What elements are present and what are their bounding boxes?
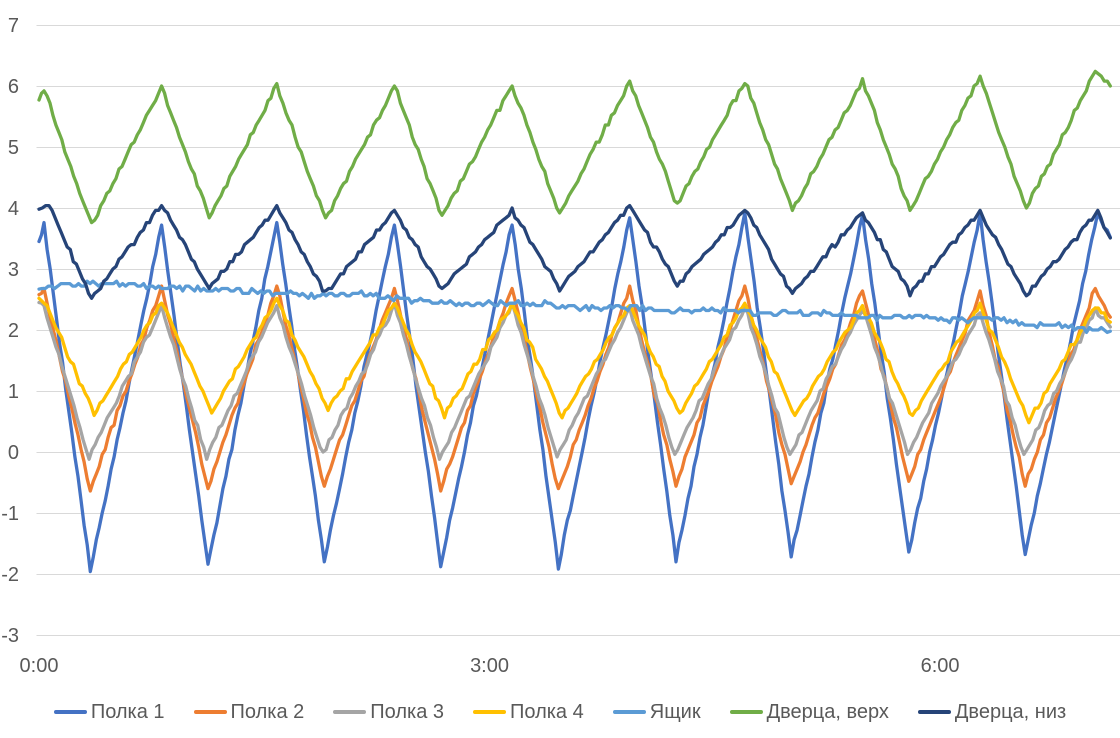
series-line-7[interactable]: [37, 203, 1112, 300]
legend-label: Дверца, низ: [954, 701, 1067, 723]
legend: Полка 1 Полка 2 Полка 3 Полка 4 Ящик Дверца, …: [0, 698, 1120, 726]
series-line-4[interactable]: [37, 296, 1112, 425]
legend-item-1[interactable]: Полка 1: [53, 701, 165, 723]
x-tick-label: 0:00: [20, 655, 59, 677]
y-tick-label: 5: [8, 137, 19, 159]
legend-item-7[interactable]: Дверца, низ: [917, 701, 1067, 723]
legend-label: Ящик: [649, 701, 701, 723]
series-line-6[interactable]: [37, 69, 1112, 225]
legend-item-3[interactable]: Полка 3: [333, 702, 444, 722]
y-tick-label: 2: [8, 320, 19, 342]
y-tick-label: 7: [8, 15, 19, 37]
legend-line-swatch-icon: [53, 710, 87, 714]
series-line-3[interactable]: [37, 300, 1112, 461]
series-line-1[interactable]: [37, 211, 1112, 574]
legend-label: Полка 3: [370, 701, 445, 723]
x-tick-label: 6:00: [921, 655, 960, 677]
legend-line-swatch-icon: [193, 710, 227, 714]
legend-line-swatch-icon: [729, 710, 763, 714]
legend-label: Полка 4: [510, 701, 584, 723]
legend-item-6[interactable]: Дверца, верх: [729, 701, 889, 723]
legend-line-swatch-icon: [473, 710, 507, 714]
series-line-2[interactable]: [37, 284, 1112, 493]
y-tick-label: 3: [8, 259, 19, 281]
x-tick-label: 3:00: [470, 655, 509, 677]
legend-item-5[interactable]: Ящик: [612, 701, 701, 723]
y-tick-label: 1: [8, 381, 19, 403]
legend-item-2[interactable]: Полка 2: [193, 701, 305, 723]
legend-label: Полка 2: [230, 701, 305, 723]
legend-label: Дверца, верх: [766, 701, 889, 723]
legend-line-swatch-icon: [612, 710, 646, 714]
y-tick-label: -1: [1, 503, 19, 525]
y-tick-label: 0: [8, 442, 19, 464]
legend-label: Полка 1: [90, 701, 165, 723]
y-tick-label: 6: [8, 76, 19, 98]
y-tick-label: -2: [1, 564, 19, 586]
y-tick-label: -3: [1, 625, 19, 647]
series-line-5[interactable]: [37, 279, 1112, 335]
y-tick-label: 4: [8, 198, 19, 220]
legend-line-swatch-icon: [917, 710, 951, 714]
legend-line-swatch-icon: [333, 710, 367, 714]
legend-item-4[interactable]: Полка 4: [473, 702, 584, 722]
